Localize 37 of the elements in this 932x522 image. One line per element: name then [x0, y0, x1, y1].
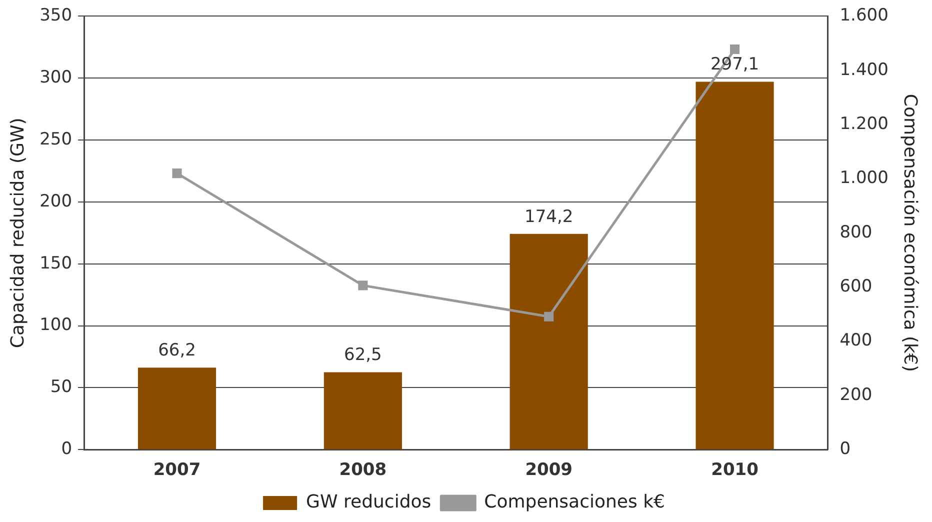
y-tick-label: 50	[50, 377, 72, 398]
y2-tick-label: 800	[840, 222, 872, 242]
bar	[324, 372, 402, 450]
bar	[138, 368, 216, 450]
data-label: 66,2	[158, 340, 196, 361]
data-label: 62,5	[344, 345, 382, 366]
x-tick-label: 2009	[525, 460, 573, 480]
data-label: 297,1	[710, 54, 760, 75]
y2-tick-label: 400	[840, 330, 872, 351]
data-label: 174,2	[524, 206, 574, 227]
point	[730, 44, 740, 54]
y-tick-label: 200	[40, 191, 72, 212]
y2-axis-title: Compensación económica (k€)	[900, 94, 921, 372]
y2-tick-label: 1.000	[840, 168, 888, 188]
y2-tick-label: 0	[840, 439, 851, 460]
y2-tick-label: 1.200	[840, 114, 888, 134]
legend-label: Compensaciones k€	[484, 492, 665, 513]
y-tick-label: 100	[40, 315, 72, 336]
y-tick-label: 350	[40, 6, 72, 26]
y-tick-label: 0	[61, 439, 72, 460]
point	[358, 280, 368, 290]
y-axis-title: Capacidad reducida (GW)	[7, 118, 28, 348]
bar	[696, 82, 774, 450]
bar	[510, 234, 588, 450]
point	[172, 168, 182, 178]
x-tick-label: 2010	[711, 460, 759, 480]
y2-tick-label: 1.400	[840, 60, 888, 80]
x-tick-label: 2008	[339, 460, 387, 480]
y2-tick-label: 1.600	[840, 6, 888, 26]
x-tick-label: 2007	[153, 460, 201, 480]
y-tick-label: 150	[40, 253, 72, 274]
y-tick-label: 250	[40, 129, 72, 150]
y2-tick-label: 200	[840, 384, 872, 405]
legend-label: GW reducidos	[306, 492, 432, 513]
y-tick-label: 300	[40, 68, 72, 88]
point	[544, 312, 554, 322]
y2-tick-label: 600	[840, 276, 872, 296]
